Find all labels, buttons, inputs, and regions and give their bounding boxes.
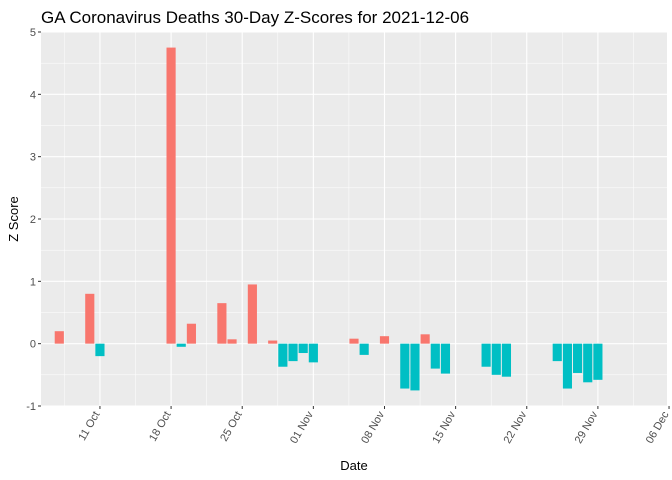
- x-axis-title: Date: [340, 458, 367, 473]
- bar-positive: [349, 338, 359, 344]
- bar-positive: [379, 336, 390, 344]
- x-tick-label: 08 Nov: [359, 409, 387, 446]
- y-tick-label: 2: [30, 214, 36, 226]
- bar-negative: [562, 343, 572, 389]
- bar-negative: [572, 343, 583, 373]
- bar-negative: [430, 343, 440, 369]
- y-tick-label: 0: [30, 339, 36, 351]
- bars: [54, 47, 603, 391]
- bar-negative: [583, 343, 593, 383]
- y-tick-label: 3: [30, 152, 36, 164]
- bar-positive: [85, 293, 95, 344]
- bar-negative: [481, 343, 491, 367]
- bar-negative: [552, 343, 562, 362]
- bar-negative: [95, 343, 105, 357]
- bar-negative: [288, 343, 298, 362]
- x-tick-label: 06 Dec: [644, 409, 672, 446]
- bar-positive: [247, 284, 257, 344]
- bar-negative: [176, 343, 186, 347]
- y-tick-label: 1: [30, 276, 36, 288]
- x-tick-label: 25 Oct: [218, 410, 245, 444]
- y-axis: -1 0 1 2 3 4 5: [26, 27, 41, 413]
- bar-negative: [298, 343, 308, 354]
- x-tick-label: 22 Nov: [502, 409, 530, 446]
- bar-negative: [501, 343, 512, 377]
- x-tick-label: 01 Nov: [288, 409, 316, 446]
- bar-negative: [278, 343, 288, 367]
- y-tick-label: 4: [30, 89, 36, 101]
- bar-positive: [166, 47, 176, 344]
- bar-positive: [54, 331, 64, 344]
- bar-negative: [593, 343, 603, 380]
- bar-negative: [440, 343, 451, 374]
- x-tick-label: 29 Nov: [573, 409, 601, 446]
- bar-negative: [359, 343, 369, 355]
- bar-positive: [186, 323, 196, 344]
- x-axis: 11 Oct 18 Oct 25 Oct 01 Nov 08 Nov 15 Nov 22 N…: [76, 406, 672, 446]
- bar-positive: [217, 303, 227, 344]
- bar-positive: [420, 334, 430, 344]
- bar-positive: [227, 339, 237, 344]
- bar-negative: [410, 343, 420, 391]
- bar-negative: [308, 343, 318, 363]
- bar-negative: [491, 343, 501, 375]
- y-tick-label: 5: [30, 27, 36, 39]
- bar-negative: [400, 343, 410, 389]
- chart-title: GA Coronavirus Deaths 30-Day Z-Scores fo…: [41, 8, 469, 27]
- y-axis-title: Z Score: [6, 196, 21, 242]
- x-tick-label: 18 Oct: [147, 410, 174, 444]
- y-tick-label: -1: [26, 401, 36, 413]
- x-tick-label: 11 Oct: [76, 410, 102, 443]
- x-tick-label: 15 Nov: [430, 409, 458, 446]
- bar-positive: [268, 340, 278, 344]
